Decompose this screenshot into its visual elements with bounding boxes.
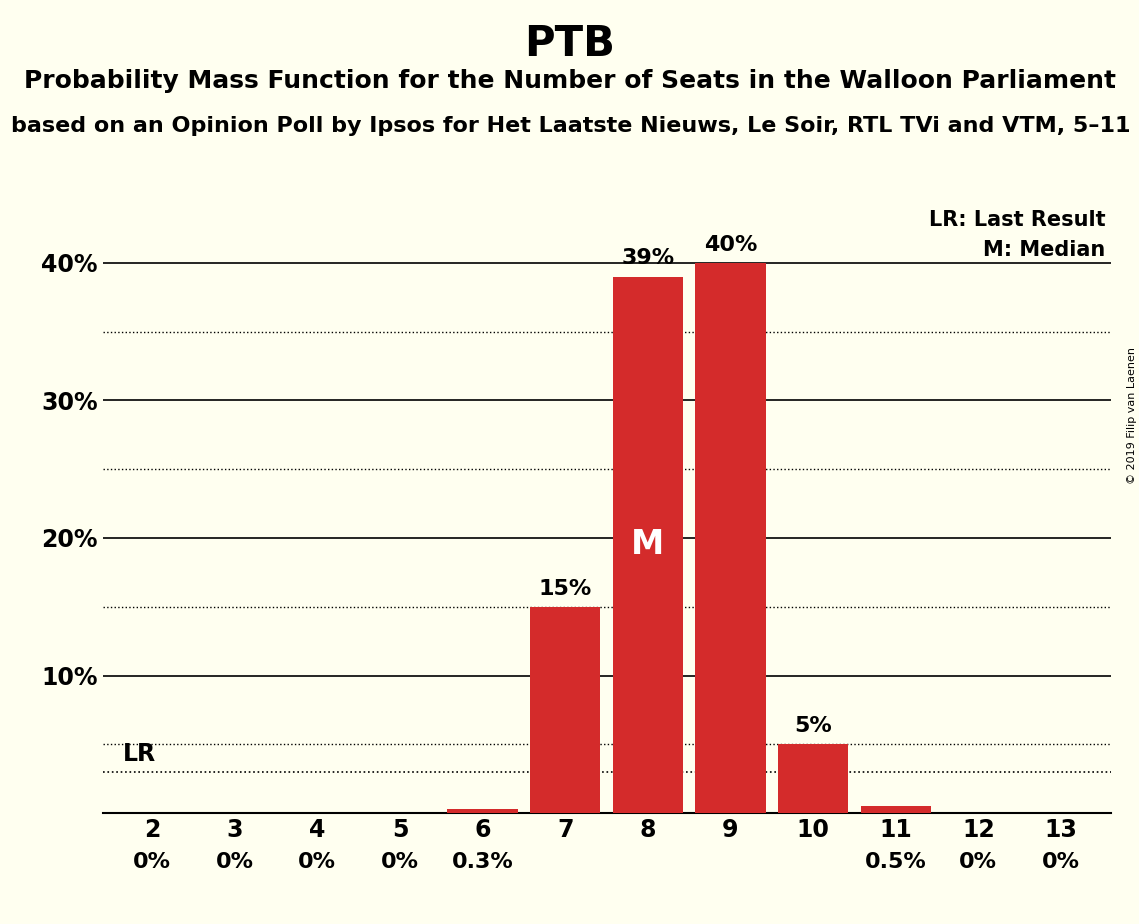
- Text: M: Median: M: Median: [983, 240, 1106, 261]
- Text: 15%: 15%: [539, 578, 592, 599]
- Text: PTB: PTB: [524, 23, 615, 65]
- Text: Probability Mass Function for the Number of Seats in the Walloon Parliament: Probability Mass Function for the Number…: [24, 69, 1115, 93]
- Text: 0%: 0%: [298, 852, 336, 871]
- Text: based on an Opinion Poll by Ipsos for Het Laatste Nieuws, Le Soir, RTL TVi and V: based on an Opinion Poll by Ipsos for He…: [11, 116, 1139, 136]
- Text: 0%: 0%: [959, 852, 998, 871]
- Text: 40%: 40%: [704, 235, 757, 255]
- Bar: [448, 809, 518, 813]
- Text: 0%: 0%: [1042, 852, 1080, 871]
- Text: LR: Last Result: LR: Last Result: [929, 210, 1106, 229]
- Text: 39%: 39%: [621, 249, 674, 268]
- Text: © 2019 Filip van Laenen: © 2019 Filip van Laenen: [1126, 347, 1137, 484]
- Text: 0%: 0%: [215, 852, 254, 871]
- Bar: [613, 276, 683, 813]
- Text: 0%: 0%: [380, 852, 419, 871]
- Text: 5%: 5%: [794, 716, 831, 736]
- Text: 0.3%: 0.3%: [452, 852, 514, 871]
- Text: 0%: 0%: [133, 852, 171, 871]
- Text: LR: LR: [123, 742, 156, 766]
- Text: M: M: [631, 529, 664, 562]
- Bar: [778, 745, 849, 813]
- Bar: [695, 262, 765, 813]
- Bar: [861, 807, 931, 813]
- Bar: [530, 607, 600, 813]
- Text: 0.5%: 0.5%: [865, 852, 927, 871]
